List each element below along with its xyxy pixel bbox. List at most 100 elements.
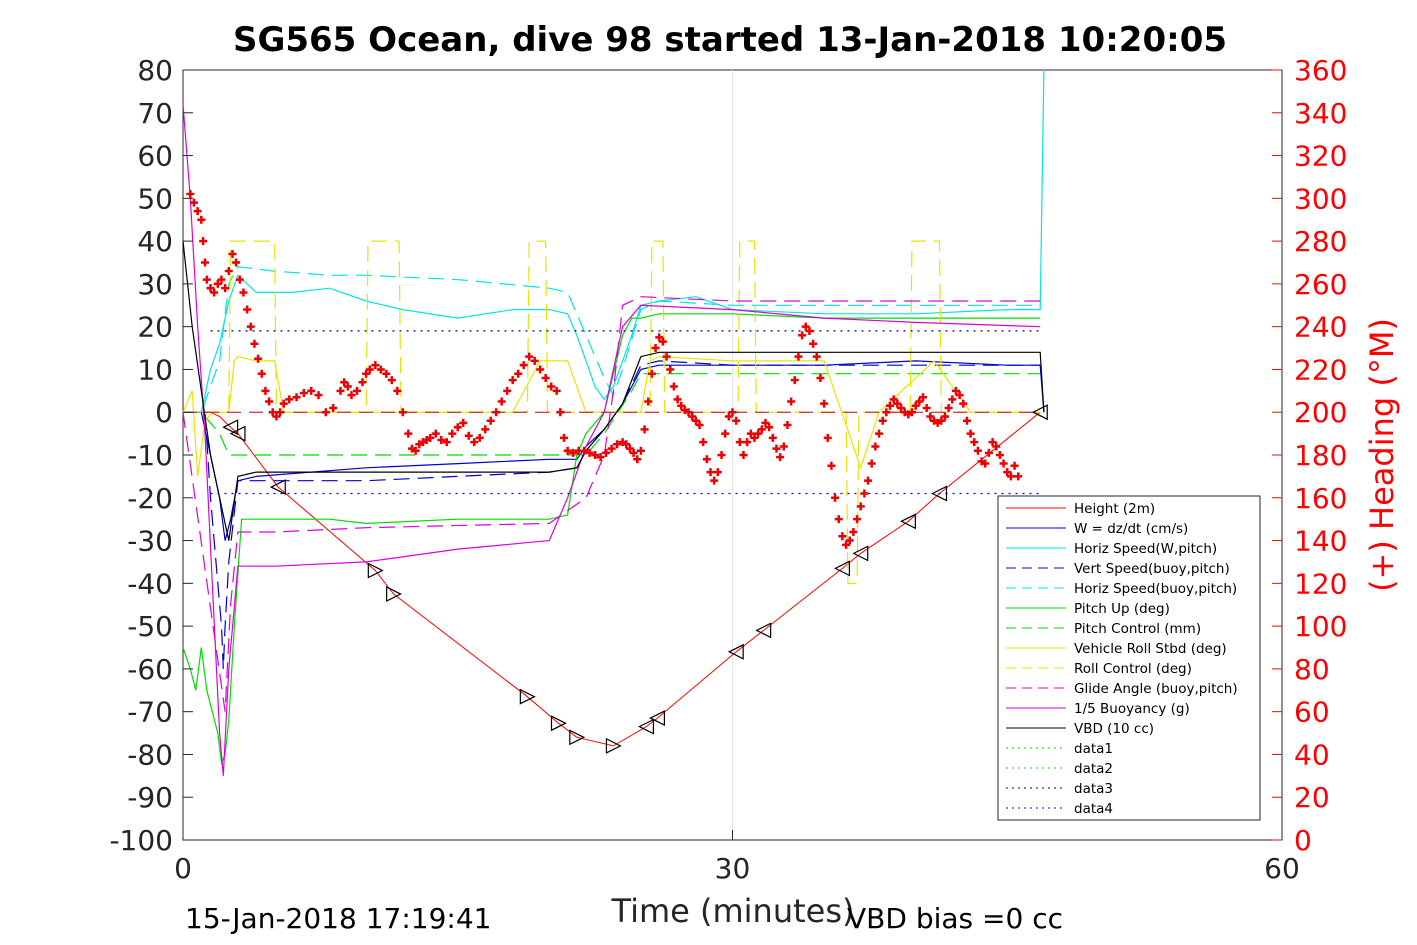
heading-point bbox=[200, 258, 209, 267]
heading-point bbox=[995, 451, 1004, 459]
heading-series bbox=[186, 190, 1023, 549]
heading-point bbox=[981, 459, 990, 468]
heading-point bbox=[276, 408, 285, 417]
heading-point bbox=[691, 416, 700, 425]
heading-point bbox=[735, 438, 744, 447]
right-tick-label: 60 bbox=[1294, 696, 1330, 729]
heading-point bbox=[307, 386, 316, 395]
heading-point bbox=[347, 391, 356, 400]
heading-point bbox=[864, 476, 873, 485]
heading-point bbox=[470, 438, 479, 447]
legend-label: Height (2m) bbox=[1074, 501, 1155, 517]
series-lines bbox=[182, 69, 1045, 776]
heading-point bbox=[666, 365, 675, 374]
heading-point bbox=[699, 438, 708, 447]
left-tick-label: 50 bbox=[137, 182, 173, 215]
heading-point bbox=[772, 444, 781, 453]
heading-point bbox=[530, 356, 539, 365]
left-tick-label: 70 bbox=[137, 97, 173, 130]
legend-label: VBD (10 cc) bbox=[1074, 721, 1154, 737]
heading-point bbox=[658, 337, 667, 346]
heading-point bbox=[585, 448, 594, 457]
heading-point bbox=[823, 433, 832, 442]
legend-label: data3 bbox=[1074, 781, 1113, 797]
series-line-1-5-buoyancy-g- bbox=[182, 104, 1041, 776]
heading-point bbox=[329, 403, 338, 412]
heading-point bbox=[984, 448, 993, 457]
x-axis-label: Time (minutes) bbox=[611, 892, 855, 930]
heading-point bbox=[541, 374, 550, 382]
legend-label: Horiz Speed(W,pitch) bbox=[1074, 541, 1217, 557]
heading-point bbox=[602, 448, 611, 457]
heading-point bbox=[519, 361, 528, 370]
heading-point bbox=[250, 339, 259, 348]
heading-point bbox=[1010, 461, 1019, 470]
heading-point bbox=[1006, 472, 1015, 481]
heading-point bbox=[878, 416, 887, 425]
heading-point bbox=[834, 515, 843, 524]
left-tick-label: -70 bbox=[127, 696, 173, 729]
heading-point bbox=[688, 412, 697, 421]
heading-point bbox=[569, 448, 578, 457]
heading-point bbox=[746, 429, 755, 438]
left-tick-label: 30 bbox=[137, 268, 173, 301]
left-tick-label: 20 bbox=[137, 311, 173, 344]
right-tick-label: 40 bbox=[1294, 738, 1330, 771]
heading-point bbox=[918, 393, 927, 402]
heading-point bbox=[382, 369, 391, 378]
heading-point bbox=[765, 423, 774, 432]
heading-point bbox=[299, 388, 308, 397]
heading-point bbox=[651, 344, 660, 353]
heading-point bbox=[959, 399, 968, 408]
heading-point bbox=[849, 528, 858, 536]
right-tick-label: 200 bbox=[1294, 396, 1347, 429]
heading-point bbox=[497, 397, 506, 406]
left-tick-label: -90 bbox=[127, 781, 173, 814]
heading-point bbox=[779, 442, 788, 451]
heading-point bbox=[186, 190, 195, 199]
right-tick-label: 360 bbox=[1294, 54, 1347, 87]
heading-point bbox=[193, 207, 202, 216]
heading-point bbox=[314, 391, 323, 400]
heading-point bbox=[794, 352, 803, 361]
right-tick-label: 340 bbox=[1294, 97, 1347, 130]
legend-label: data1 bbox=[1074, 741, 1113, 757]
heading-point bbox=[340, 378, 349, 387]
heading-point bbox=[684, 408, 693, 417]
heading-point bbox=[257, 369, 266, 378]
heading-point bbox=[856, 502, 865, 511]
left-tick-label: -60 bbox=[127, 653, 173, 686]
heading-point bbox=[1003, 468, 1012, 477]
heading-point bbox=[232, 258, 241, 267]
heading-point bbox=[757, 425, 766, 434]
heading-point bbox=[453, 423, 462, 432]
heading-point bbox=[1014, 472, 1023, 481]
heading-point bbox=[702, 455, 711, 464]
heading-point bbox=[596, 453, 605, 462]
heading-point bbox=[224, 267, 233, 276]
left-axis-ticks: 80 70 60 50 40 30 20 10 0 -10 -20 -30 -40 -50 -60 -70 -8… bbox=[109, 54, 193, 857]
height-marker bbox=[519, 688, 536, 705]
heading-point bbox=[973, 446, 982, 455]
height-marker bbox=[834, 560, 850, 577]
height-marker bbox=[638, 718, 655, 735]
right-tick-label: 240 bbox=[1294, 311, 1347, 344]
left-tick-label: 40 bbox=[137, 225, 173, 258]
heading-point bbox=[860, 489, 869, 498]
heading-point bbox=[622, 440, 631, 449]
heading-point bbox=[889, 395, 898, 404]
heading-point bbox=[481, 425, 490, 434]
heading-point bbox=[607, 444, 616, 453]
legend-label: Vehicle Roll Stbd (deg) bbox=[1074, 641, 1227, 657]
heading-point bbox=[353, 386, 362, 395]
heading-point bbox=[393, 386, 402, 395]
heading-point bbox=[221, 284, 230, 293]
right-tick-label: 140 bbox=[1294, 525, 1347, 558]
legend-label: data2 bbox=[1074, 761, 1113, 777]
legend-label: Glide Angle (buoy,pitch) bbox=[1074, 681, 1238, 697]
height-marker bbox=[550, 715, 567, 732]
heading-point bbox=[239, 288, 248, 297]
heading-point bbox=[831, 493, 840, 502]
height-marker bbox=[899, 513, 916, 530]
heading-point bbox=[563, 446, 572, 455]
